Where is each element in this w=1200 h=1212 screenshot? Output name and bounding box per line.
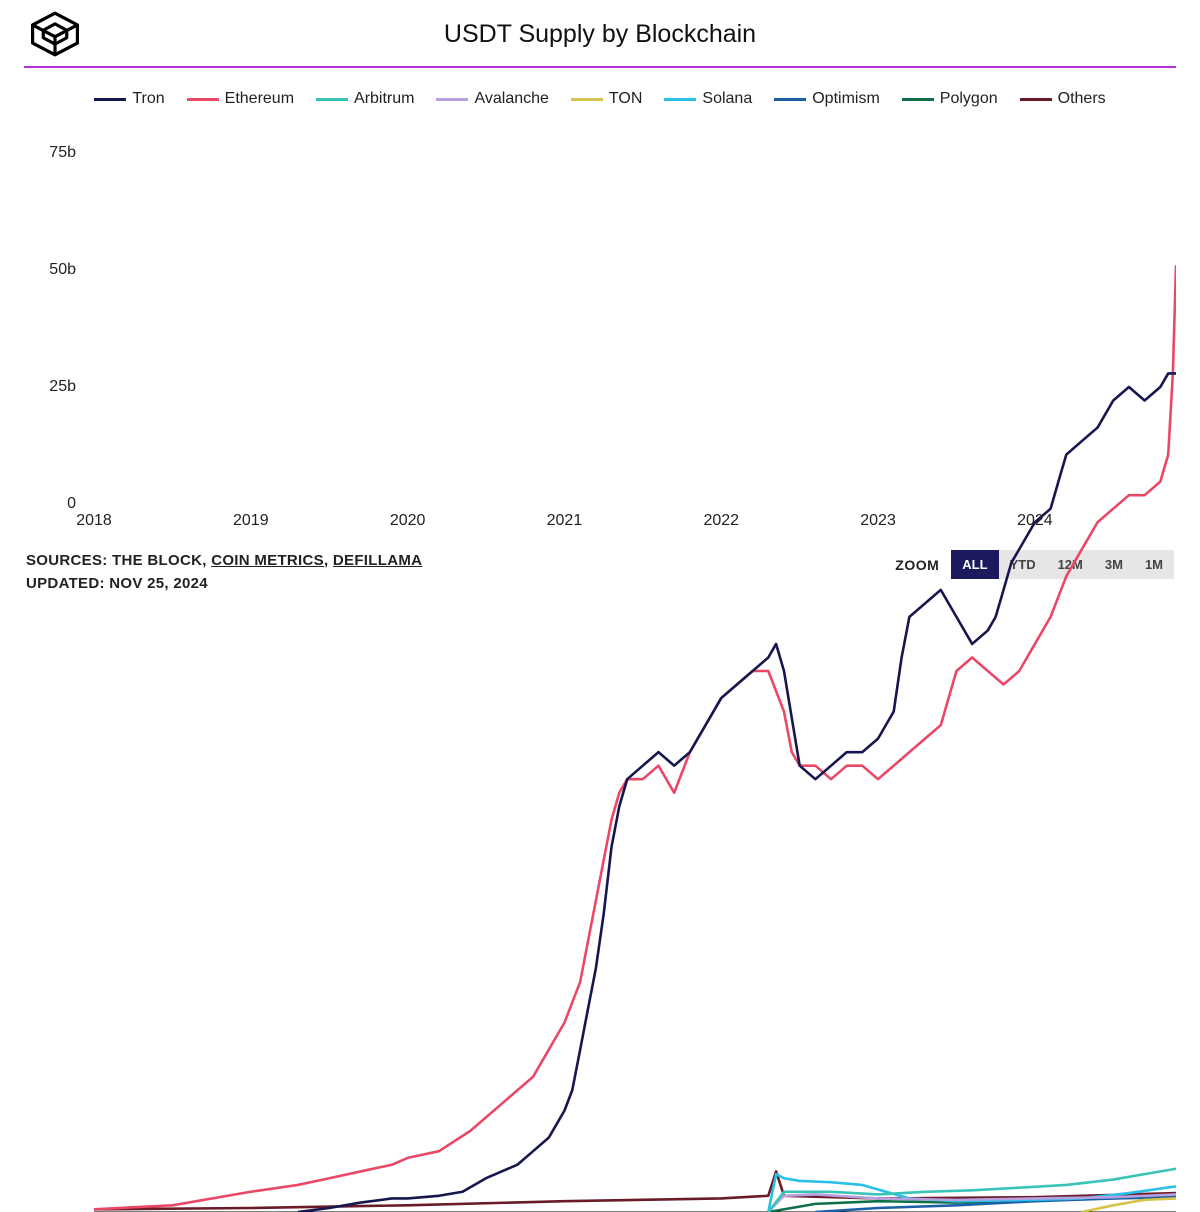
- y-tick-label: 50b: [49, 261, 76, 279]
- legend-label: TON: [609, 90, 642, 108]
- series-line[interactable]: [1082, 1198, 1176, 1212]
- legend-item[interactable]: Optimism: [774, 90, 880, 108]
- legend-swatch: [571, 98, 603, 101]
- series-line[interactable]: [94, 265, 1176, 1209]
- y-tick-label: 0: [67, 495, 76, 513]
- legend-label: Tron: [132, 90, 164, 108]
- x-tick-label: 2023: [860, 512, 896, 530]
- x-tick-label: 2020: [390, 512, 426, 530]
- x-tick-label: 2021: [547, 512, 583, 530]
- legend-label: Polygon: [940, 90, 998, 108]
- legend-swatch: [664, 98, 696, 101]
- legend-item[interactable]: Avalanche: [436, 90, 548, 108]
- y-tick-label: 25b: [49, 378, 76, 396]
- legend-item[interactable]: Solana: [664, 90, 752, 108]
- y-tick-label: 75b: [49, 144, 76, 162]
- series-line[interactable]: [298, 373, 1176, 1212]
- legend-item[interactable]: Arbitrum: [316, 90, 414, 108]
- legend-swatch: [187, 98, 219, 101]
- brand-logo-icon: [28, 10, 82, 58]
- legend-label: Ethereum: [225, 90, 294, 108]
- legend-item[interactable]: Others: [1020, 90, 1106, 108]
- legend-item[interactable]: TON: [571, 90, 642, 108]
- legend-label: Optimism: [812, 90, 880, 108]
- chart-legend: Tron Ethereum Arbitrum Avalanche TON Solana Op…: [0, 68, 1200, 116]
- legend-label: Arbitrum: [354, 90, 414, 108]
- x-tick-label: 2018: [76, 512, 112, 530]
- legend-swatch: [902, 98, 934, 101]
- legend-swatch: [1020, 98, 1052, 101]
- chart-area: 0 25b 50b 75b 2018 2019 2020 2021 2022 2023 2024: [0, 116, 1200, 544]
- legend-swatch: [436, 98, 468, 101]
- chart-title: USDT Supply by Blockchain: [82, 20, 1172, 49]
- legend-swatch: [774, 98, 806, 101]
- legend-label: Others: [1058, 90, 1106, 108]
- chart-plot[interactable]: [94, 130, 1176, 1212]
- y-axis: 025b50b75b: [24, 130, 84, 504]
- x-tick-label: 2024: [1017, 512, 1053, 530]
- x-tick-label: 2019: [233, 512, 269, 530]
- x-tick-label: 2022: [703, 512, 739, 530]
- legend-item[interactable]: Polygon: [902, 90, 998, 108]
- legend-swatch: [316, 98, 348, 101]
- legend-item[interactable]: Ethereum: [187, 90, 294, 108]
- legend-label: Solana: [702, 90, 752, 108]
- chart-header: USDT Supply by Blockchain: [0, 0, 1200, 66]
- legend-label: Avalanche: [474, 90, 548, 108]
- x-axis: 2018201920202021202220232024: [94, 508, 1176, 544]
- legend-item[interactable]: Tron: [94, 90, 164, 108]
- legend-swatch: [94, 98, 126, 101]
